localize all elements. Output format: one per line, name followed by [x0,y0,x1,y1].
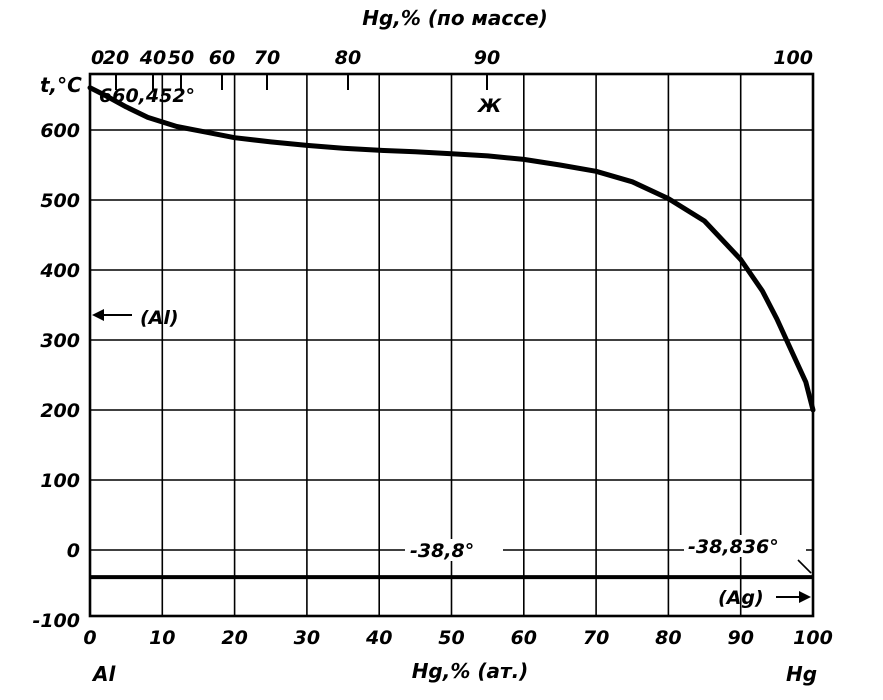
x-top-tick-label: 40 [139,47,166,69]
x-top-tick-label: 70 [254,47,280,69]
x-bottom-tick-label: 40 [365,627,392,649]
y-tick-label: 600 [40,120,80,142]
x-top-tick-label: 50 [168,47,194,69]
x-bottom-tick-label: 30 [294,627,320,649]
plot-frame [88,72,815,618]
bottom-left-element-label: Al [91,662,116,686]
y-tick-label: 0 [67,540,80,562]
x-bottom-tick-label: 100 [793,627,833,649]
x-bottom-tick-label: 20 [221,627,247,649]
hg-melting-point-label: -38,836° [688,536,779,558]
y-tick-label: 100 [40,470,80,492]
ag-phase-arrow-icon [776,591,811,603]
x-top-tick-label: 80 [335,47,361,69]
x-top-tick-label: 0 [91,47,104,69]
x-bottom-tick-label: 60 [511,627,537,649]
y-tick-label: 300 [40,330,80,352]
al-solid-region-label: (Al) [140,307,179,329]
al-melting-point-label: 660,452° [99,85,195,107]
liquidus-curve [87,85,816,413]
eutectic-temperature-label: -38,8° [410,540,474,562]
bottom-right-element-label: Hg [786,662,817,686]
x-top-tick-label: 90 [474,47,500,69]
y-tick-label: 200 [40,400,80,422]
x-top-tick-label: 100 [773,47,813,69]
eutectic-label-bg [405,539,503,561]
y-tick-label: 400 [39,260,80,282]
x-bottom-tick-label: 0 [83,627,96,649]
hg-melting-label-bg [684,535,806,557]
ag-solid-region-label: (Ag) [718,587,764,609]
top-axis-title: Hg,% (по массе) [362,6,548,30]
curves [87,85,816,580]
bottom-axis-title: Hg,% (ат.) [412,659,529,683]
x-bottom-tick-label: 70 [583,627,609,649]
liquid-region-label: Ж [476,95,502,117]
x-bottom-tick-label: 50 [438,627,464,649]
x-top-tick-label: 20 [103,47,129,69]
x-bottom-tick-label: 90 [727,627,753,649]
y-tick-label: 500 [40,190,80,212]
al-phase-arrow-icon [92,309,132,321]
y-axis-title: t,°C [40,73,82,97]
y-tick-label: -100 [32,610,80,632]
hg-melting-leader-line [797,559,812,574]
grid [90,74,813,616]
x-top-tick-label: 60 [209,47,235,69]
x-bottom-tick-label: 80 [655,627,681,649]
x-bottom-tick-label: 10 [149,627,175,649]
tick-labels: 0 10 20 30 40 50 60 70 80 90 100-10001002003004005… [32,47,832,649]
